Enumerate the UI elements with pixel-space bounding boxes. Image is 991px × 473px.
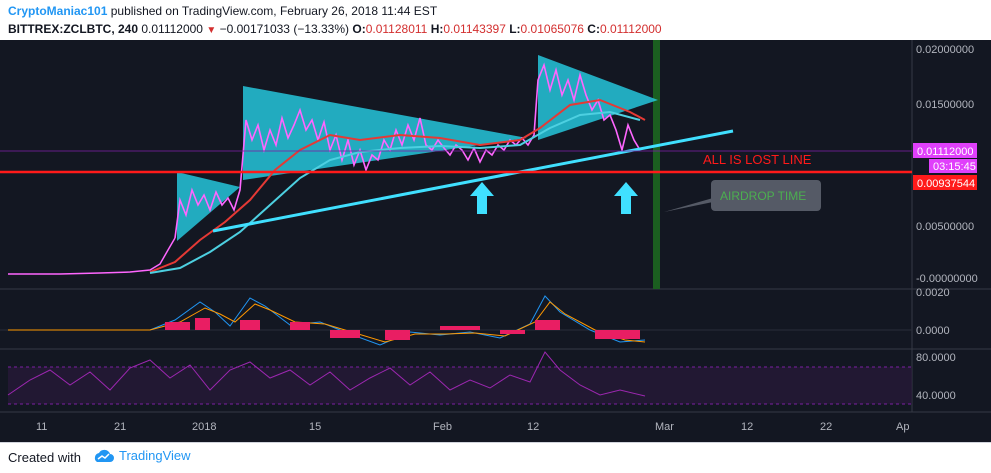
chart-canvas[interactable]: ALL IS LOST LINE AIRDROP TIME — [0, 40, 991, 442]
open-value: 0.01128011 — [365, 22, 428, 36]
footer: Created with TradingView — [0, 442, 991, 473]
close-value: 0.01112000 — [599, 22, 662, 36]
open-label: O: — [352, 22, 366, 36]
price-badge-text: 0.01112000 — [917, 146, 973, 158]
author-link[interactable]: CryptoManiac101 — [8, 4, 108, 18]
rsi-tick: 80.0000 — [916, 352, 956, 364]
time-tick: 21 — [114, 421, 126, 433]
rsi-tick: 40.0000 — [916, 390, 956, 402]
low-label: L: — [509, 22, 521, 36]
triangle-pattern-3 — [538, 55, 658, 140]
airdrop-vertical-bar — [653, 40, 660, 289]
time-tick: 12 — [741, 421, 753, 433]
line-price-badge — [913, 175, 977, 190]
price-tick: 0.02000000 — [916, 44, 974, 56]
macd-tick: 0.0020 — [916, 287, 950, 299]
countdown-badge — [929, 159, 977, 173]
up-arrow-icon — [614, 182, 638, 214]
time-tick: 12 — [527, 421, 539, 433]
time-tick: 22 — [820, 421, 832, 433]
price-tick: 0.01500000 — [916, 99, 974, 111]
line-price-badge-text: 0.00937544 — [917, 178, 975, 190]
macd-histogram — [165, 318, 640, 340]
triangle-pattern-2 — [243, 86, 527, 180]
up-arrow-icon — [470, 182, 494, 214]
moving-average-fast — [149, 98, 646, 273]
time-tick: Ap — [896, 421, 909, 433]
rsi-line — [7, 351, 646, 397]
price-change: −0.00171033 (−13.33%) — [219, 22, 350, 36]
tradingview-label: TradingView — [119, 448, 191, 463]
published-text: published on TradingView.com, February 2… — [110, 4, 438, 18]
time-tick: Mar — [655, 421, 674, 433]
high-value: 0.01143397 — [443, 22, 506, 36]
airdrop-label: AIRDROP TIME — [720, 189, 806, 203]
tradingview-link[interactable]: TradingView — [92, 448, 191, 463]
symbol-label[interactable]: BITTREX:ZCLBTC, 240 — [8, 22, 139, 36]
macd-signal-line — [8, 301, 646, 343]
lost-line-label: ALL IS LOST LINE — [703, 152, 812, 167]
chart-header: CryptoManiac101 published on TradingView… — [0, 0, 991, 40]
time-tick: Feb — [433, 421, 452, 433]
moving-average-slow — [149, 110, 641, 274]
close-label: C: — [587, 22, 600, 36]
symbol-legend: BITTREX:ZCLBTC, 240 0.01112000 ▼ −0.0017… — [8, 22, 662, 36]
time-tick: 11 — [36, 421, 47, 433]
time-tick: 15 — [309, 421, 321, 433]
last-price: 0.01112000 — [141, 22, 203, 36]
airdrop-callout[interactable]: AIRDROP TIME — [664, 180, 821, 212]
price-tick: 0.00500000 — [916, 221, 974, 233]
cloud-icon — [94, 449, 114, 462]
time-tick: 2018 — [192, 421, 216, 433]
down-triangle-icon: ▼ — [206, 25, 217, 36]
price-tick: -0.00000000 — [916, 273, 978, 285]
support-trendline[interactable] — [212, 129, 734, 233]
early-price-line — [8, 237, 176, 275]
price-badge — [913, 143, 977, 158]
countdown-text: 03:15:45 — [933, 161, 976, 173]
low-value: 0.01065076 — [520, 22, 584, 36]
chart-area[interactable]: ALL IS LOST LINE AIRDROP TIME — [0, 40, 991, 442]
macd-tick: 0.0000 — [916, 325, 950, 337]
high-label: H: — [430, 22, 444, 36]
price-series — [174, 62, 641, 239]
created-with-text: Created with — [8, 450, 81, 465]
publish-line: CryptoManiac101 published on TradingView… — [8, 4, 437, 18]
